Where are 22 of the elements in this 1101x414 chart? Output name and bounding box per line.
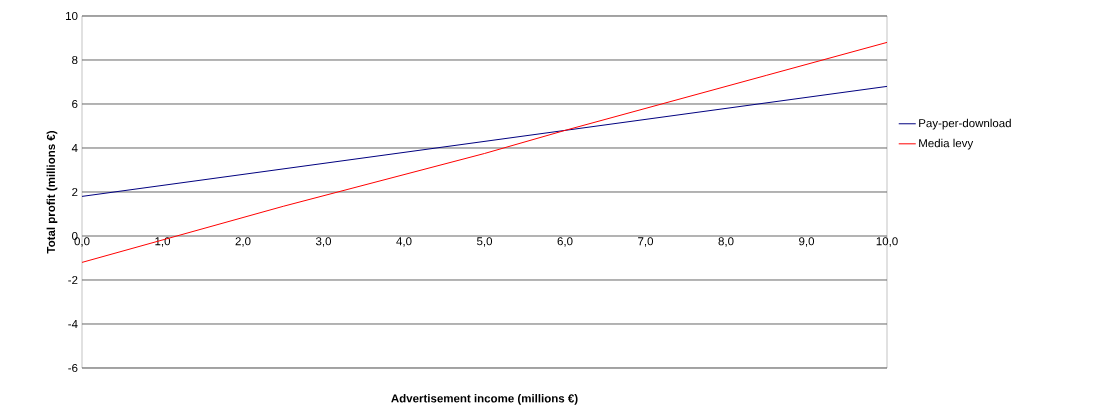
y-tick-label: 4	[71, 144, 78, 152]
x-axis-title: Advertisement income (millions €)	[391, 394, 578, 405]
x-tick-label: 9,0	[799, 237, 815, 247]
x-tick-label: 4,0	[396, 237, 412, 247]
x-tick-label: 3,0	[315, 237, 332, 247]
x-tick-label: 8,0	[718, 237, 734, 247]
y-tick-label: 8	[72, 55, 78, 65]
x-tick-label: 7,0	[638, 237, 654, 247]
legend-label: Pay-per-download	[919, 118, 1011, 130]
y-axis-title: Total profit (millions €)	[46, 131, 58, 254]
y-tick-label: -6	[68, 363, 78, 373]
y-tick-label: -2	[68, 275, 78, 285]
legend-label: Media levy	[919, 138, 974, 150]
x-tick-label: 6,0	[557, 237, 573, 247]
x-tick-label: 1,0	[155, 237, 171, 247]
y-tick-label: 2	[72, 187, 78, 197]
y-tick-label: 6	[72, 99, 78, 109]
x-tick-label: 2,0	[235, 237, 251, 247]
x-tick-label: 10,0	[876, 237, 898, 247]
y-tick-label: 10	[66, 11, 78, 21]
x-tick-label: 5,0	[476, 237, 493, 247]
y-tick-label: -4	[68, 320, 78, 328]
